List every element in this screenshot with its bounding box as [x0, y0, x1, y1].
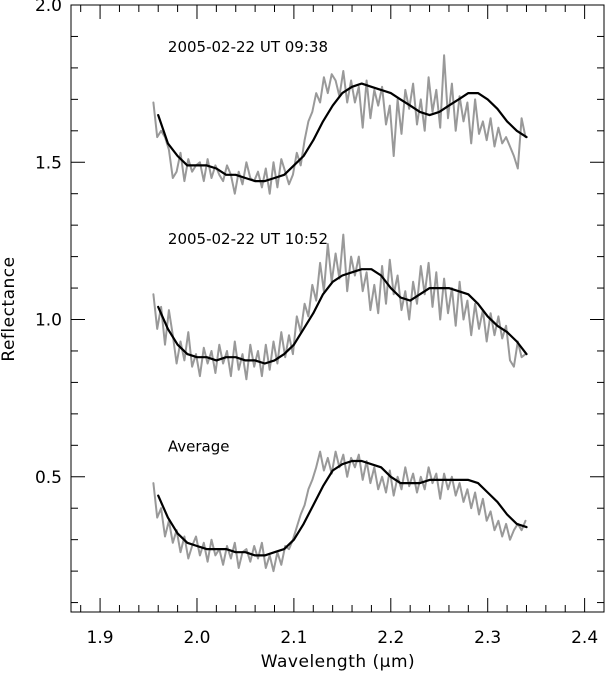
raw-spectrum-line — [152, 450, 527, 573]
smoothed-spectrum-line — [157, 459, 528, 557]
x-axis-title: Wavelength (μm) — [261, 652, 415, 672]
y-tick-label: 0.5 — [35, 468, 62, 488]
spectrum-annotation: Average — [168, 438, 230, 456]
smoothed-spectrum-line — [157, 268, 528, 365]
y-axis-title: Reflectance — [0, 256, 19, 361]
y-tick-label: 1.0 — [35, 311, 62, 331]
tick-labels: 1.9 2.0 2.1 2.2 2.3 2.4 0.5 1.0 1.5 2.0 — [35, 0, 598, 648]
y-tick-label: 1.5 — [35, 153, 62, 173]
series-layer — [152, 54, 528, 573]
x-tick-label: 2.2 — [377, 628, 404, 648]
x-tick-label: 1.9 — [87, 628, 114, 648]
x-tick-label: 2.4 — [571, 628, 598, 648]
raw-spectrum-line — [152, 54, 527, 195]
y-tick-label: 2.0 — [35, 0, 62, 16]
annotations: 2005-02-22 UT 09:38 2005-02-22 UT 10:52 Av… — [168, 38, 328, 455]
spectrum-annotation: 2005-02-22 UT 10:52 — [168, 230, 328, 248]
plot-frame — [70, 4, 605, 613]
x-tick-label: 2.1 — [280, 628, 307, 648]
x-tick-label: 2.0 — [183, 628, 210, 648]
spectrum-annotation: 2005-02-22 UT 09:38 — [168, 38, 328, 56]
x-tick-label: 2.3 — [474, 628, 501, 648]
axis-ticks — [71, 4, 605, 612]
smoothed-spectrum-line — [157, 82, 528, 183]
